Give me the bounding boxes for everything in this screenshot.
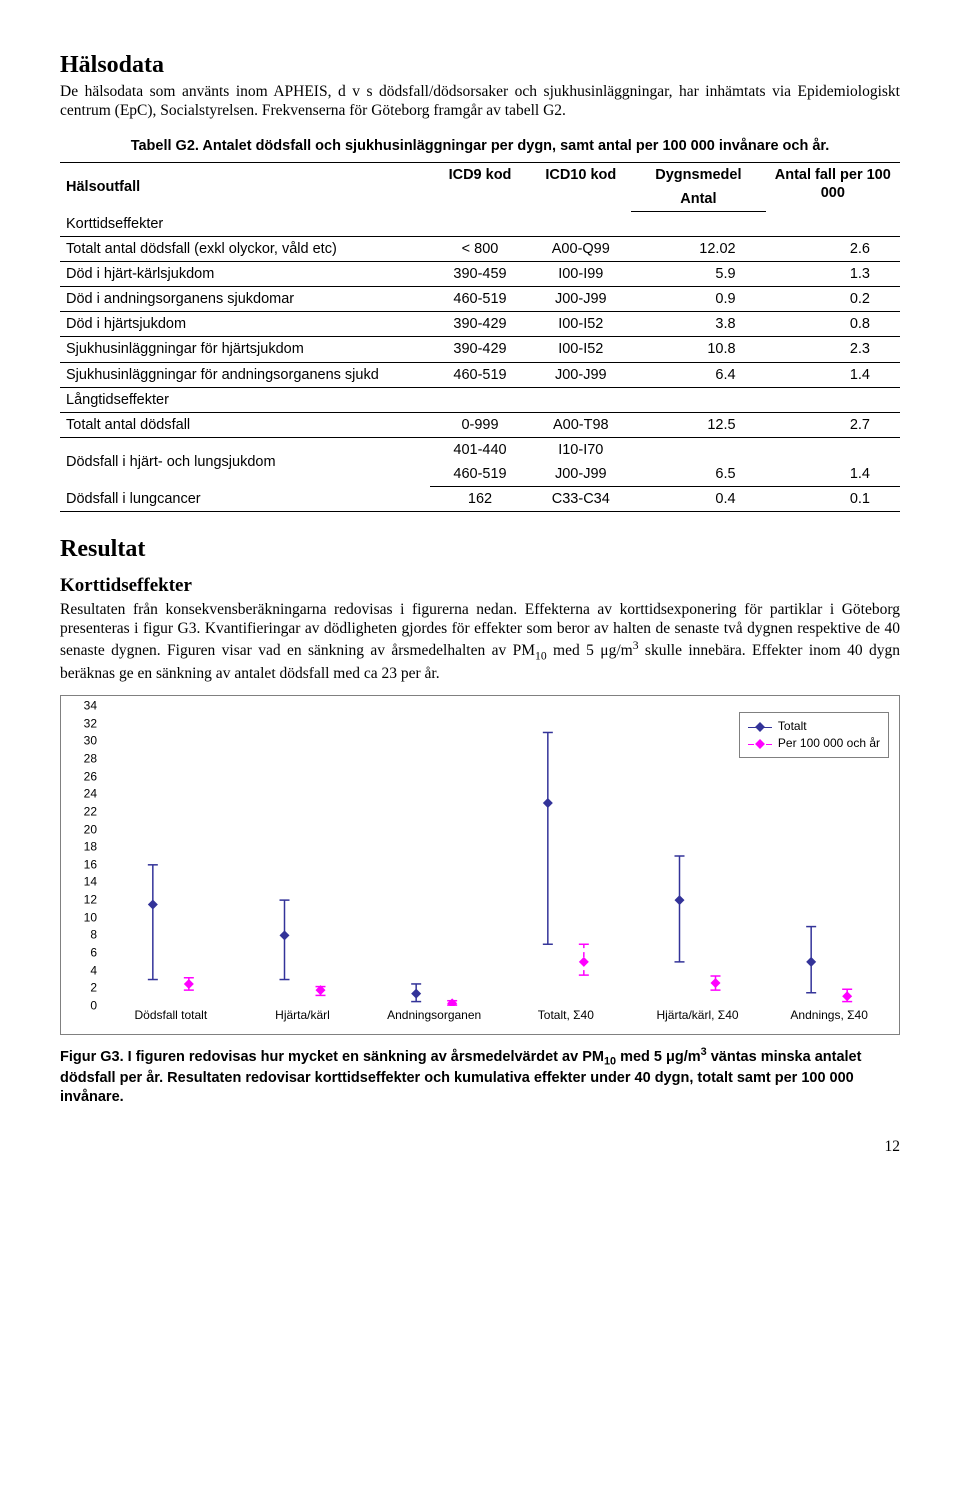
- table-cell: < 800: [430, 236, 531, 261]
- chart-x-label: Totalt, Σ40: [538, 1008, 594, 1023]
- chart-x-label: Andningsorganen: [387, 1008, 481, 1023]
- chart-y-tick: 30: [84, 734, 97, 749]
- table-cell: 1.4: [766, 362, 900, 387]
- chart-y-tick: 22: [84, 804, 97, 819]
- legend-label-per100k: Per 100 000 och år: [778, 736, 880, 751]
- chart-y-tick: 32: [84, 716, 97, 731]
- table-cell: 390-429: [430, 312, 531, 337]
- table-group-title: Korttidseffekter: [60, 211, 900, 236]
- chart-legend: Totalt Per 100 000 och år: [739, 712, 889, 758]
- halsodata-paragraph: De hälsodata som använts inom APHEIS, d …: [60, 82, 900, 121]
- table-cell: Dödsfall i lungcancer: [60, 487, 430, 512]
- table-cell: 401-440: [430, 437, 531, 462]
- chart-x-label: Dödsfall totalt: [134, 1008, 207, 1023]
- chart-y-tick: 20: [84, 822, 97, 837]
- table-cell: 2.3: [766, 337, 900, 362]
- th-dygnsmedel: Dygnsmedel: [631, 162, 765, 187]
- table-cell: 162: [430, 487, 531, 512]
- chart-y-tick: 8: [90, 928, 97, 943]
- th-antal-sub: Antal: [631, 187, 765, 212]
- table-cell: 1.4: [766, 462, 900, 487]
- chart-y-tick: 6: [90, 946, 97, 961]
- table-cell: 6.4: [631, 362, 765, 387]
- section-title-resultat: Resultat: [60, 534, 900, 564]
- chart-y-tick: 10: [84, 910, 97, 925]
- table-cell: 10.8: [631, 337, 765, 362]
- th-halsoutfall: Hälsoutfall: [60, 162, 430, 211]
- table-cell: A00-Q99: [530, 236, 631, 261]
- table-cell: 12.02: [631, 236, 765, 261]
- table-cell: 3.8: [631, 312, 765, 337]
- th-icd10: ICD10 kod: [530, 162, 631, 211]
- figure-g3-chart: 0246810121416182022242628303234 Dödsfall…: [60, 695, 900, 1035]
- table-g2: Hälsoutfall ICD9 kod ICD10 kod Dygnsmede…: [60, 162, 900, 513]
- table-cell: 0.2: [766, 287, 900, 312]
- table-cell: 390-429: [430, 337, 531, 362]
- chart-y-tick: 0: [90, 999, 97, 1014]
- table-group-title: Långtidseffekter: [60, 387, 900, 412]
- table-cell: I10-I70: [530, 437, 631, 462]
- chart-y-tick: 16: [84, 857, 97, 872]
- table-cell: 0.1: [766, 487, 900, 512]
- table-cell: J00-J99: [530, 362, 631, 387]
- table-cell: 5.9: [631, 262, 765, 287]
- chart-y-tick: 12: [84, 893, 97, 908]
- chart-y-tick: 18: [84, 840, 97, 855]
- legend-label-totalt: Totalt: [778, 719, 807, 734]
- table-cell: I00-I99: [530, 262, 631, 287]
- table-row-label: Dödsfall i hjärt- och lungsjukdom: [60, 437, 430, 486]
- table-cell: 0-999: [430, 412, 531, 437]
- th-icd9: ICD9 kod: [430, 162, 531, 211]
- table-cell: 12.5: [631, 412, 765, 437]
- table-cell: A00-T98: [530, 412, 631, 437]
- table-cell: Sjukhusinläggningar för hjärtsjukdom: [60, 337, 430, 362]
- table-cell: 460-519: [430, 462, 531, 487]
- table-cell: 0.4: [631, 487, 765, 512]
- legend-marker-per100k: [748, 739, 772, 749]
- chart-y-tick: 4: [90, 963, 97, 978]
- table-cell: 390-459: [430, 262, 531, 287]
- table-cell: I00-I52: [530, 337, 631, 362]
- chart-y-tick: 24: [84, 787, 97, 802]
- table-cell: J00-J99: [530, 287, 631, 312]
- korttid-paragraph: Resultaten från konsekvensberäkningarna …: [60, 600, 900, 683]
- legend-marker-totalt: [748, 722, 772, 732]
- table-cell: 0.9: [631, 287, 765, 312]
- table-cell: Sjukhusinläggningar för andningsorganens…: [60, 362, 430, 387]
- table-g2-caption: Tabell G2. Antalet dödsfall och sjukhusi…: [60, 137, 900, 156]
- chart-x-label: Hjärta/kärl: [275, 1008, 330, 1023]
- table-cell: 460-519: [430, 287, 531, 312]
- table-cell: 2.6: [766, 236, 900, 261]
- chart-x-label: Andnings, Σ40: [790, 1008, 867, 1023]
- chart-x-label: Hjärta/kärl, Σ40: [656, 1008, 738, 1023]
- table-cell: I00-I52: [530, 312, 631, 337]
- chart-y-tick: 14: [84, 875, 97, 890]
- table-cell: C33-C34: [530, 487, 631, 512]
- chart-y-tick: 34: [84, 699, 97, 714]
- table-cell: 0.8: [766, 312, 900, 337]
- subsection-korttid: Korttidseffekter: [60, 574, 900, 598]
- chart-x-axis: Dödsfall totalt Hjärta/kärl Andningsorgane…: [105, 1008, 895, 1026]
- table-cell: Totalt antal dödsfall: [60, 412, 430, 437]
- chart-y-axis: 0246810121416182022242628303234: [75, 706, 103, 1006]
- table-cell: 6.5: [631, 462, 765, 487]
- page-number: 12: [60, 1137, 900, 1156]
- figure-g3-caption: Figur G3. I figuren redovisas hur mycket…: [60, 1045, 900, 1107]
- chart-y-tick: 28: [84, 751, 97, 766]
- table-cell: 1.3: [766, 262, 900, 287]
- table-cell: Död i andningsorganens sjukdomar: [60, 287, 430, 312]
- table-cell: 2.7: [766, 412, 900, 437]
- table-cell: 460-519: [430, 362, 531, 387]
- chart-y-tick: 2: [90, 981, 97, 996]
- table-cell: Död i hjärtsjukdom: [60, 312, 430, 337]
- chart-y-tick: 26: [84, 769, 97, 784]
- table-cell: Död i hjärt-kärlsjukdom: [60, 262, 430, 287]
- table-cell: J00-J99: [530, 462, 631, 487]
- table-cell: Totalt antal dödsfall (exkl olyckor, vål…: [60, 236, 430, 261]
- th-antal-fall: Antal fall per 100 000: [766, 162, 900, 211]
- section-title-halsodata: Hälsodata: [60, 50, 900, 80]
